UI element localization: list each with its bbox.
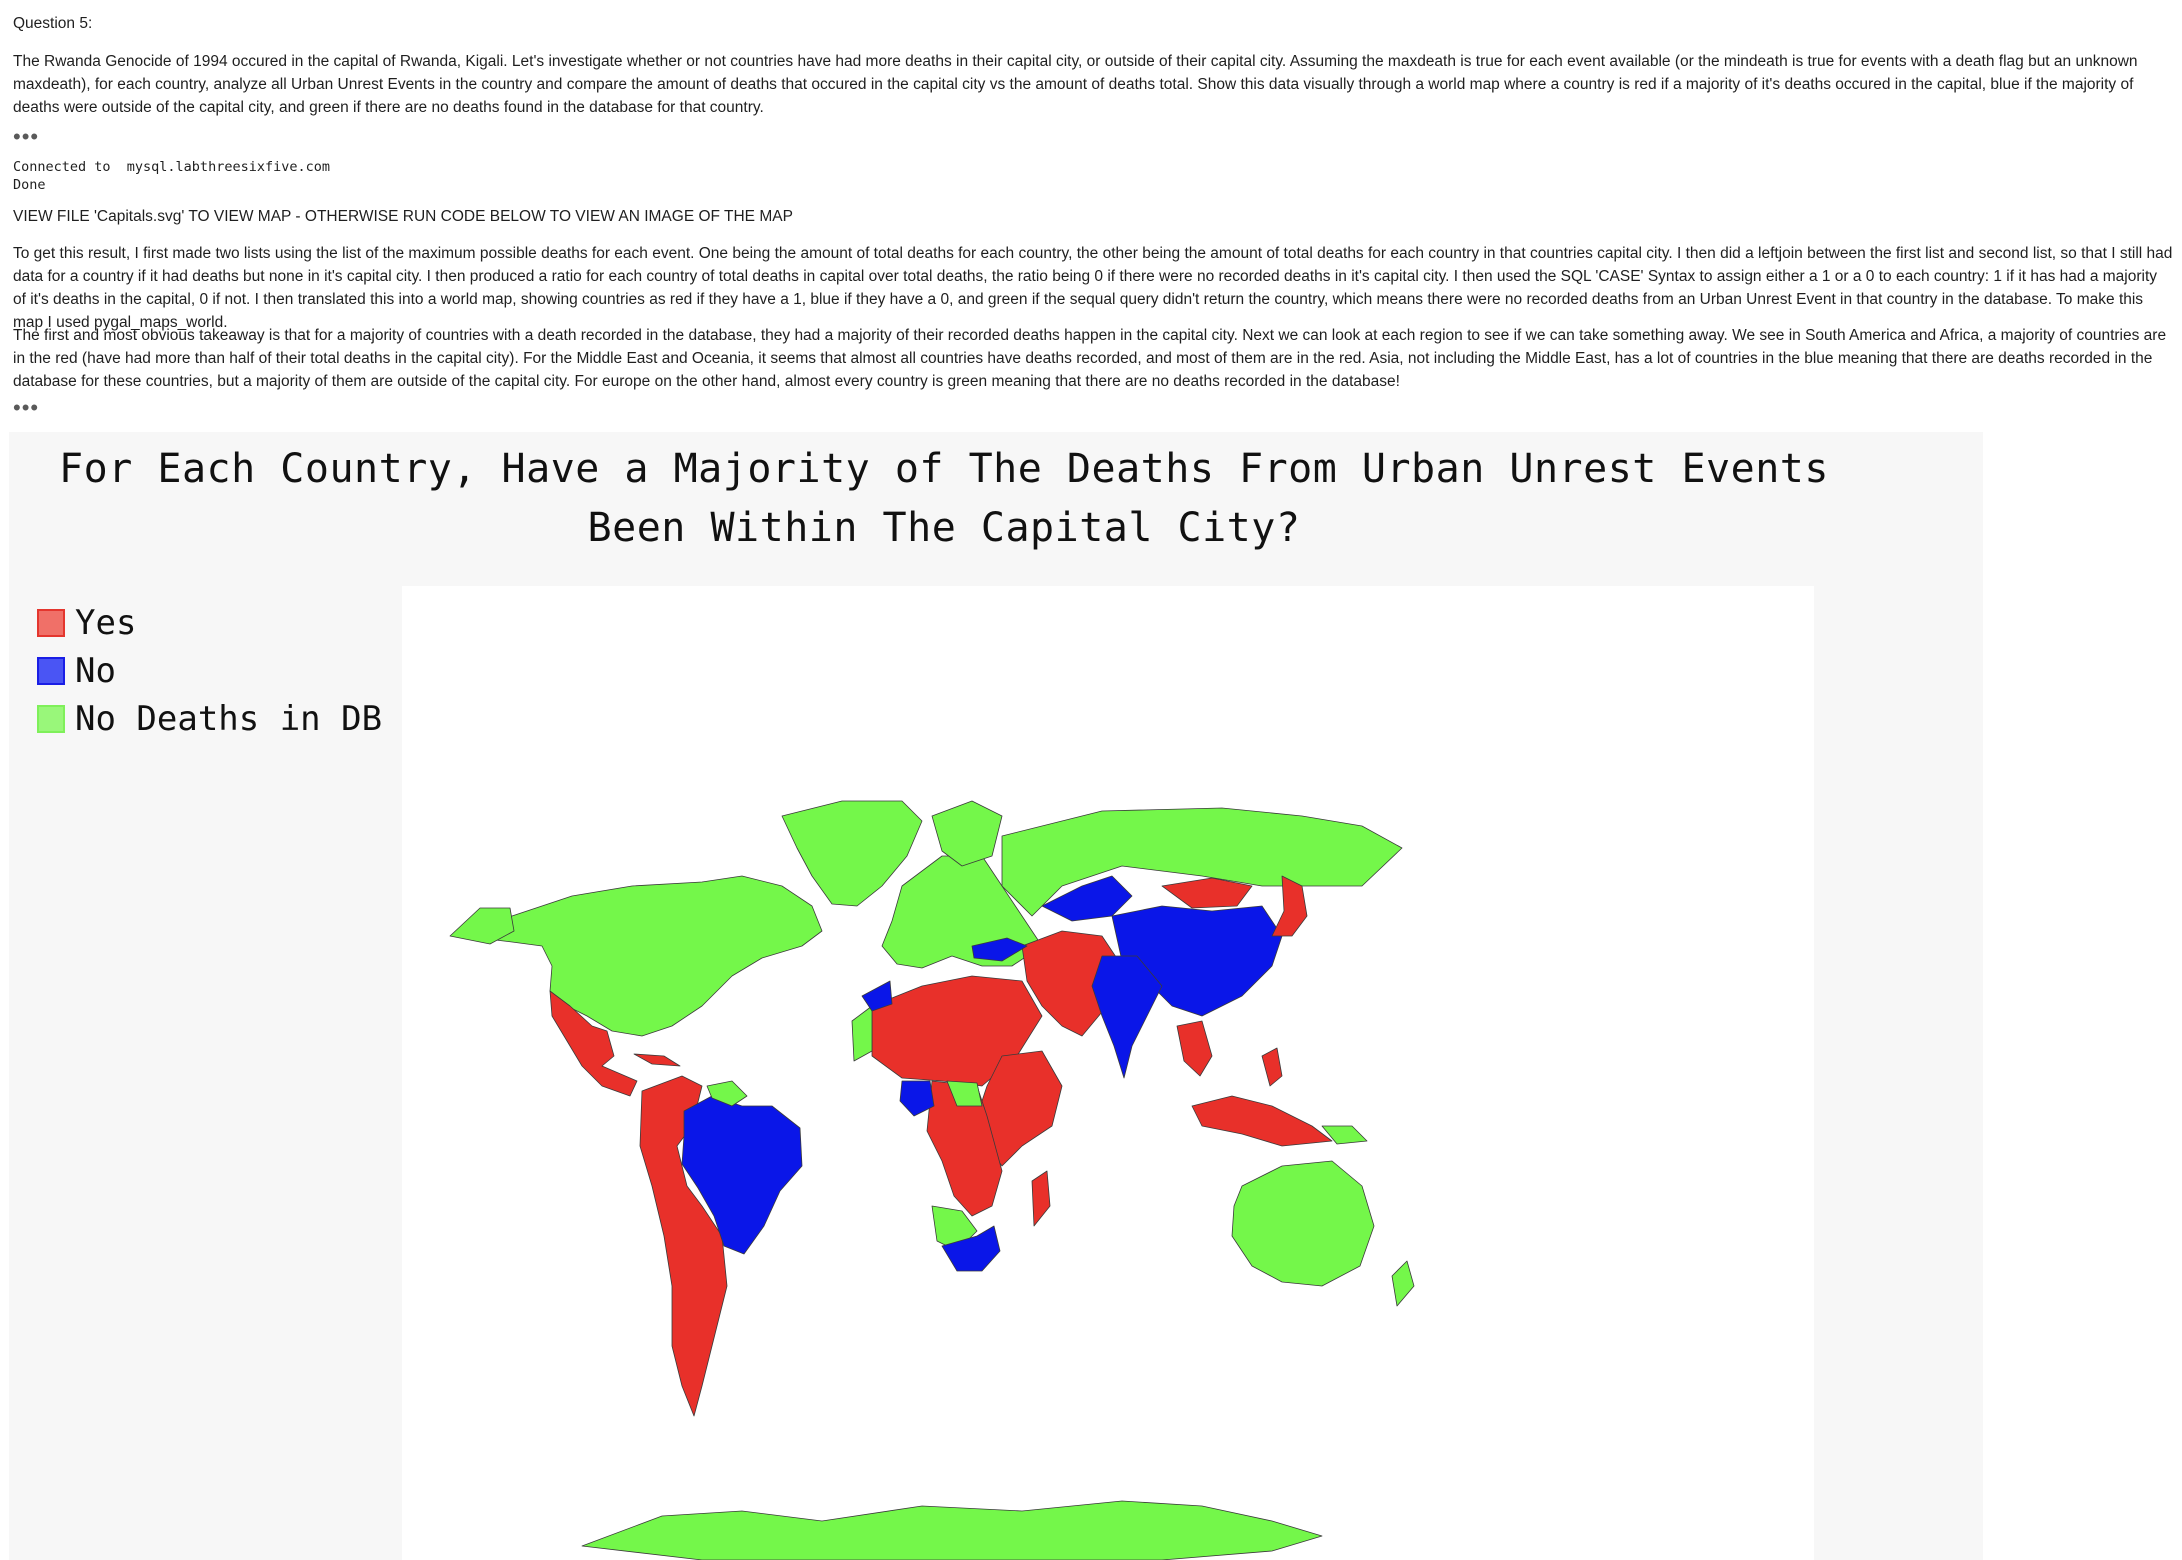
legend-swatch-no — [37, 657, 65, 685]
country-papua-new-guinea[interactable] — [1321, 1125, 1368, 1145]
chart-title-line-2: Been Within The Capital City? — [587, 505, 1301, 551]
country-morocco[interactable] — [861, 980, 893, 1012]
country-scandinavia[interactable] — [931, 800, 1003, 867]
country-central-africa[interactable] — [926, 1080, 1003, 1217]
legend-swatch-yes — [37, 609, 65, 637]
map-plot-area — [402, 586, 1814, 1560]
legend-label-no: No — [75, 651, 116, 691]
country-mexico[interactable] — [549, 990, 638, 1097]
country-brazil[interactable] — [681, 1095, 803, 1255]
country-greenland[interactable] — [781, 800, 923, 907]
country-new-zealand[interactable] — [1391, 1260, 1415, 1307]
output-connected-line: Connected to mysql.labthreesixfive.com — [13, 159, 330, 175]
view-file-note: VIEW FILE 'Capitals.svg' TO VIEW MAP - O… — [13, 208, 793, 225]
world-map — [449, 800, 1415, 1560]
legend-label-no-deaths: No Deaths in DB — [75, 699, 383, 739]
question-label: Question 5: — [13, 15, 93, 32]
legend-swatch-no-deaths — [37, 705, 65, 733]
legend-label-yes: Yes — [75, 603, 137, 643]
world-map-figure: For Each Country, Have a Majority of The… — [9, 432, 1983, 1560]
country-nigeria[interactable] — [899, 1080, 935, 1117]
country-southeast-asia[interactable] — [1176, 1020, 1213, 1077]
collapsed-code-cell-toggle[interactable]: ••• — [13, 124, 40, 149]
antarctica[interactable] — [581, 1500, 1323, 1560]
country-philippines[interactable] — [1261, 1047, 1283, 1087]
country-middle-east[interactable] — [1021, 930, 1123, 1037]
country-central-african-republic[interactable] — [946, 1080, 983, 1107]
country-mongolia[interactable] — [1161, 877, 1253, 909]
legend-item-no-deaths[interactable]: No Deaths in DB — [37, 699, 383, 739]
country-japan[interactable] — [1271, 875, 1308, 937]
takeaway-paragraph: The first and most obvious takeaway is t… — [13, 327, 2167, 390]
country-turkey[interactable] — [971, 937, 1028, 962]
country-india[interactable] — [1091, 955, 1163, 1079]
question-description: The Rwanda Genocide of 1994 occured in t… — [13, 53, 2138, 116]
country-guianas[interactable] — [706, 1080, 748, 1107]
chart-title-line-1: For Each Country, Have a Majority of The… — [59, 446, 1829, 492]
country-canada-usa[interactable] — [461, 875, 823, 1037]
output-done-line: Done — [13, 177, 46, 193]
method-paragraph: To get this result, I first made two lis… — [13, 245, 2173, 331]
country-indonesia[interactable] — [1191, 1095, 1333, 1147]
country-cuba[interactable] — [633, 1053, 681, 1067]
country-western-sahara[interactable] — [851, 1005, 873, 1062]
country-alaska[interactable] — [449, 907, 515, 945]
country-australia[interactable] — [1231, 1160, 1375, 1287]
legend-item-no[interactable]: No — [37, 651, 116, 691]
country-south-africa[interactable] — [941, 1225, 1001, 1272]
country-kazakhstan[interactable] — [1041, 875, 1133, 922]
legend-item-yes[interactable]: Yes — [37, 603, 137, 643]
collapsed-code-cell-toggle-2[interactable]: ••• — [13, 395, 40, 420]
country-madagascar[interactable] — [1031, 1170, 1051, 1227]
